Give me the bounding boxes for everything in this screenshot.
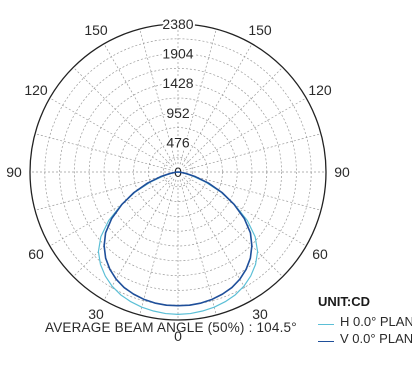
angle-label: 150 bbox=[248, 22, 272, 38]
grid-spoke bbox=[34, 133, 179, 173]
radial-tick-label: 476 bbox=[166, 134, 190, 150]
grid-spoke bbox=[177, 171, 253, 301]
grid-spoke bbox=[73, 67, 179, 173]
grid-spoke bbox=[177, 43, 253, 173]
grid-spoke bbox=[177, 28, 217, 173]
grid-spoke bbox=[177, 97, 307, 173]
legend-swatch-v bbox=[318, 341, 334, 342]
grid-ring bbox=[162, 156, 194, 188]
grid-spoke bbox=[177, 67, 283, 173]
angle-label: 120 bbox=[308, 82, 332, 98]
grid-spoke bbox=[73, 171, 179, 277]
grid-spoke bbox=[49, 97, 179, 173]
angle-label: 30 bbox=[252, 306, 268, 322]
grid-spoke bbox=[139, 28, 179, 173]
beam-angle-footnote: AVERAGE BEAM ANGLE (50%) : 104.5° bbox=[45, 320, 297, 335]
radial-tick-label: 2380 bbox=[162, 16, 193, 32]
angle-label: 90 bbox=[6, 164, 22, 180]
grid-ring bbox=[59, 53, 297, 291]
grid-spoke bbox=[177, 171, 283, 277]
angle-label: 150 bbox=[84, 22, 108, 38]
grid-spoke bbox=[103, 43, 179, 173]
legend-label-h: H 0.0° PLAN bbox=[340, 314, 412, 329]
radial-tick-label: 1904 bbox=[162, 46, 193, 62]
grid-spoke bbox=[139, 171, 179, 316]
grid-spoke bbox=[103, 171, 179, 301]
legend-swatch-h bbox=[318, 324, 334, 325]
legend-label-v: V 0.0° PLAN bbox=[340, 331, 412, 346]
radial-tick-label: 952 bbox=[166, 105, 190, 121]
angle-label: 0 bbox=[174, 328, 182, 344]
grid-ring bbox=[118, 112, 238, 232]
angle-label: 30 bbox=[88, 306, 104, 322]
series-line-v bbox=[103, 171, 253, 307]
grid-spoke bbox=[177, 171, 217, 316]
grid-spoke bbox=[177, 171, 322, 211]
grid-spoke bbox=[49, 171, 179, 247]
angle-label: 60 bbox=[312, 246, 328, 262]
angle-label: 60 bbox=[28, 246, 44, 262]
outer-ring bbox=[29, 23, 327, 321]
grid-spoke bbox=[177, 171, 307, 247]
angle-label: 120 bbox=[24, 82, 48, 98]
grid-ring bbox=[74, 68, 282, 276]
grid-spoke bbox=[34, 171, 179, 211]
radial-tick-label: 1428 bbox=[162, 75, 193, 91]
legend-item-v: V 0.0° PLAN bbox=[318, 331, 412, 346]
unit-label: UNIT:CD bbox=[318, 294, 370, 309]
angle-label: 90 bbox=[334, 164, 350, 180]
grid-spoke bbox=[177, 133, 322, 173]
legend-item-h: H 0.0° PLAN bbox=[318, 314, 412, 329]
